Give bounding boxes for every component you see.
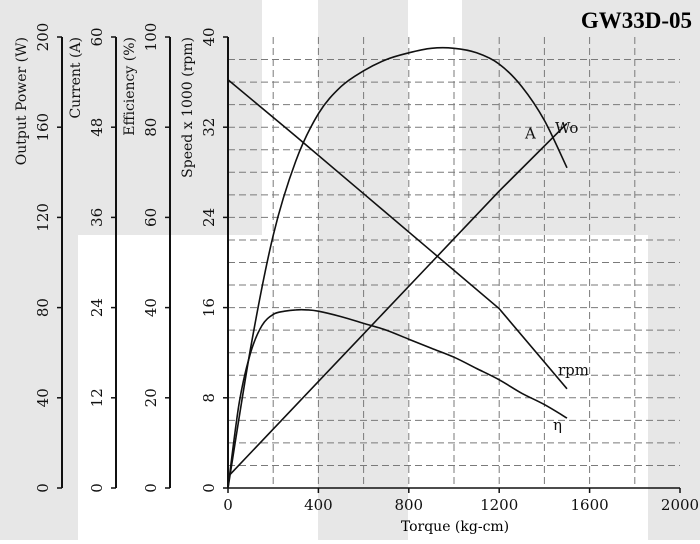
x-tick-label: 0: [223, 496, 233, 514]
output-power-tick-label: 160: [34, 113, 52, 142]
current-series-label: A: [524, 124, 536, 142]
chart-title: GW33D-05: [581, 8, 692, 33]
speed-series-label: rpm: [558, 361, 589, 379]
speed-axis-label: Speed x 1000 (rpm): [180, 37, 196, 178]
efficiency-tick-label: 40: [142, 298, 160, 317]
bg-block: [648, 235, 700, 540]
speed-tick-label: 40: [200, 27, 218, 46]
current-axis-label: Current (A): [68, 37, 84, 119]
x-tick-label: 1200: [480, 496, 518, 514]
output-power-tick-label: 0: [34, 483, 52, 493]
output-power-tick-label: 120: [34, 203, 52, 232]
x-tick-label: 400: [304, 496, 333, 514]
speed-tick-label: 32: [200, 118, 218, 137]
current-tick-label: 48: [88, 118, 106, 137]
x-tick-label: 800: [394, 496, 423, 514]
current-tick-label: 60: [88, 27, 106, 46]
efficiency-axis-label: Efficiency (%): [122, 37, 138, 136]
output-power-series-label: Wo: [555, 119, 578, 137]
bg-block: [318, 0, 408, 540]
efficiency-tick-label: 20: [142, 388, 160, 407]
efficiency-series: [227, 308, 568, 489]
series-layer: [227, 46, 568, 489]
speed-tick-label: 0: [200, 483, 218, 493]
efficiency-series-label: η: [553, 416, 562, 434]
bg-block: [0, 0, 262, 235]
grid: [228, 37, 680, 488]
current-tick-label: 12: [88, 388, 106, 407]
speed-series: [227, 79, 568, 390]
x-tick-label: 1600: [571, 496, 609, 514]
output-power-tick-label: 200: [34, 23, 52, 52]
output-power-axis-label: Output Power (W): [14, 37, 30, 165]
efficiency-tick-label: 80: [142, 118, 160, 137]
efficiency-tick-label: 60: [142, 208, 160, 227]
output-power-tick-label: 80: [34, 298, 52, 317]
x-axis-label: Torque (kg-cm): [401, 519, 509, 535]
bg-block: [0, 235, 78, 540]
efficiency-tick-label: 0: [142, 483, 160, 493]
speed-tick-label: 16: [200, 298, 218, 317]
bg-block: [462, 0, 700, 235]
current-tick-label: 0: [88, 483, 106, 493]
speed-tick-label: 8: [200, 393, 218, 403]
x-tick-label: 2000: [661, 496, 699, 514]
current-series: [227, 122, 568, 478]
current-tick-label: 24: [88, 298, 106, 317]
output-power-tick-label: 40: [34, 388, 52, 407]
current-tick-label: 36: [88, 208, 106, 227]
output-power-series: [227, 46, 568, 489]
speed-tick-label: 24: [200, 208, 218, 227]
efficiency-tick-label: 100: [142, 23, 160, 52]
